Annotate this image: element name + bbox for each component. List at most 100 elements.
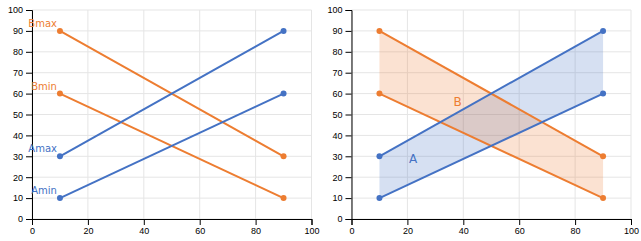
axis-domain xyxy=(352,220,632,226)
grid xyxy=(32,10,312,219)
tick-mark xyxy=(312,219,313,225)
grid-line-y xyxy=(32,177,312,178)
series-line xyxy=(60,31,284,156)
tick: 10 xyxy=(13,193,32,203)
tick: 50 xyxy=(332,110,351,120)
tick-mark xyxy=(346,94,352,95)
series-marker xyxy=(281,91,287,97)
band-area xyxy=(379,31,603,198)
x-axis: 0 20 40 60 80 100 xyxy=(30,219,320,236)
series-marker xyxy=(600,28,606,34)
tick-label: 70 xyxy=(13,68,23,78)
tick-mark xyxy=(26,135,32,136)
series-line xyxy=(60,31,284,156)
series-marker xyxy=(376,91,382,97)
grid-line-y xyxy=(32,198,312,199)
band-area xyxy=(379,31,603,198)
tick: 80 xyxy=(13,47,32,57)
grid-line-y xyxy=(32,135,312,136)
tick-mark xyxy=(519,219,520,225)
series-label: Amin xyxy=(31,185,57,196)
tick-mark xyxy=(346,135,352,136)
grid-line-y xyxy=(32,30,312,31)
y-axis: 0102030405060708090100 xyxy=(327,5,352,224)
tick: 80 xyxy=(571,219,581,236)
tick-mark xyxy=(407,219,408,225)
tick-mark xyxy=(346,219,352,220)
tick-label: 50 xyxy=(13,110,23,120)
grid-line-y xyxy=(352,30,632,31)
tick-label: 100 xyxy=(304,226,319,236)
tick: 20 xyxy=(332,173,351,183)
grid-line-y xyxy=(32,51,312,52)
tick-label: 40 xyxy=(459,226,469,236)
tick-mark xyxy=(346,73,352,74)
panel: 0204060801000102030405060708090100BmaxBm… xyxy=(8,5,320,236)
tick: 50 xyxy=(13,110,32,120)
tick-label: 60 xyxy=(515,226,525,236)
grid-line-y xyxy=(352,198,632,199)
grid-line-y xyxy=(32,156,312,157)
series-marker xyxy=(600,153,606,159)
tick: 40 xyxy=(139,219,149,236)
grid-line-y xyxy=(352,10,632,11)
tick: 40 xyxy=(459,219,469,236)
tick-label: 100 xyxy=(624,226,639,236)
tick-mark xyxy=(346,198,352,199)
tick: 20 xyxy=(13,173,32,183)
tick: 70 xyxy=(332,68,351,78)
tick-mark xyxy=(346,115,352,116)
tick-mark xyxy=(26,219,32,220)
tick-mark xyxy=(631,219,632,225)
grid-line-y xyxy=(32,10,312,11)
series-label: Bmax xyxy=(28,18,57,29)
tick-label: 10 xyxy=(13,193,23,203)
tick: 20 xyxy=(403,219,413,236)
tick: 60 xyxy=(13,89,32,99)
tick-label: 0 xyxy=(30,226,35,236)
tick-mark xyxy=(575,219,576,225)
tick: 20 xyxy=(83,219,93,236)
tick-mark xyxy=(26,198,32,199)
tick-mark xyxy=(346,177,352,178)
tick-label: 40 xyxy=(13,131,23,141)
series-marker xyxy=(376,195,382,201)
tick-mark xyxy=(200,219,201,225)
tick-mark xyxy=(26,31,32,32)
tick: 30 xyxy=(332,152,351,162)
plot-area xyxy=(57,28,287,201)
x-axis: 0 20 40 60 80 100 xyxy=(349,219,639,236)
series-marker xyxy=(600,91,606,97)
series-label: Amax xyxy=(28,143,57,154)
tick-mark xyxy=(463,219,464,225)
tick: 60 xyxy=(195,219,205,236)
tick-mark xyxy=(88,219,89,225)
plot-area xyxy=(376,28,606,201)
tick: 0 xyxy=(349,219,354,236)
tick-mark xyxy=(26,115,32,116)
series-line xyxy=(60,94,284,199)
tick: 100 xyxy=(8,5,32,15)
series-marker xyxy=(281,195,287,201)
tick: 10 xyxy=(332,193,351,203)
tick-label: 0 xyxy=(337,214,342,224)
grid xyxy=(352,10,632,219)
tick-label: 0 xyxy=(18,214,23,224)
tick-label: 60 xyxy=(195,226,205,236)
tick: 100 xyxy=(624,219,639,236)
axis-domain xyxy=(33,220,313,226)
tick-mark xyxy=(26,177,32,178)
tick-mark xyxy=(346,31,352,32)
tick-label: 100 xyxy=(8,5,23,15)
labels: BmaxBminAmaxAmin xyxy=(28,18,57,196)
tick: 80 xyxy=(251,219,261,236)
tick: 60 xyxy=(515,219,525,236)
labels: AB xyxy=(409,95,462,166)
series-line xyxy=(379,94,603,199)
tick-mark xyxy=(346,10,352,11)
series-marker xyxy=(376,28,382,34)
series-line xyxy=(379,31,603,156)
tick-mark xyxy=(144,219,145,225)
series-line xyxy=(60,94,284,199)
tick-label: 80 xyxy=(571,226,581,236)
